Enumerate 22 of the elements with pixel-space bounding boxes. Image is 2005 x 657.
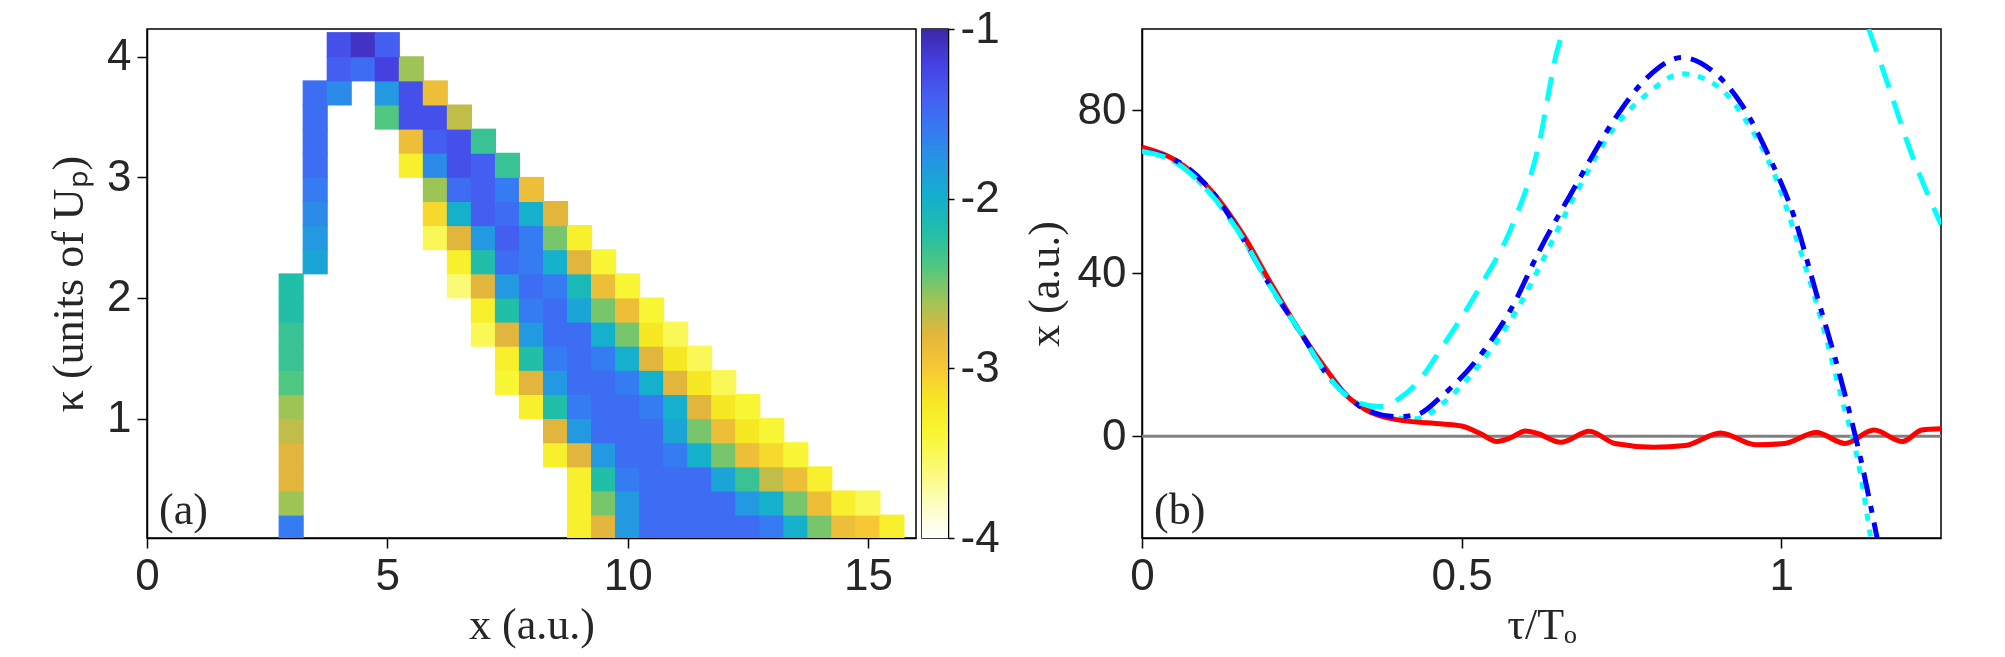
y-tick-label: 40 [1077,246,1127,296]
x-tick-label: 10 [603,549,653,599]
annotation: (b) [1154,485,1206,534]
x-axis-title: x (a.u.) [469,599,595,649]
x-tick-label: 15 [843,549,893,599]
y-tick-label: 4 [107,30,132,80]
color-bar-label: -1 [960,2,1000,52]
y-tick-label: 2 [107,271,132,321]
y-tick-label: 3 [107,150,132,200]
color-bar-label: -3 [960,341,1000,391]
y-axis-title: κ (units of Uₚ) [43,155,94,413]
y-axis-title: x (a.u.) [1019,221,1069,347]
x-tick-label: 5 [375,549,401,599]
x-tick-label: 0.5 [1431,549,1493,599]
x-axis-title: τ/Tₒ [1507,599,1577,649]
y-tick-label: 80 [1077,83,1127,133]
x-tick-label: 1 [1769,549,1794,599]
annotation: (a) [159,485,208,534]
y-tick-label: 1 [107,392,132,442]
color-bar-label: -2 [960,172,1000,222]
color-bar-label: -4 [960,511,1000,561]
y-tick-label: 0 [1102,409,1127,459]
